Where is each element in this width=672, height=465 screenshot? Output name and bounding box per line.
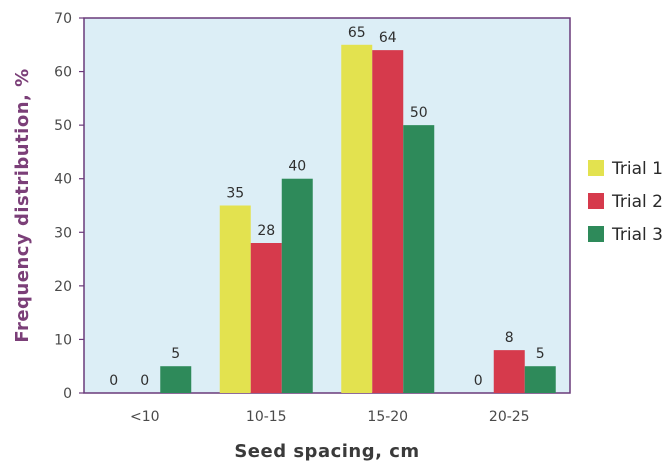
x-tick-label: 20-25 (489, 409, 530, 425)
bar (524, 366, 556, 393)
data-label: 64 (379, 30, 397, 46)
bar (493, 350, 525, 393)
bar (372, 50, 404, 394)
y-tick-label: 30 (54, 225, 72, 241)
data-label: 50 (410, 105, 428, 121)
y-tick-label: 0 (63, 386, 72, 402)
y-tick-label: 40 (54, 172, 72, 188)
legend-label: Trial 3 (611, 225, 663, 245)
data-label: 35 (226, 186, 244, 202)
y-tick-label: 50 (54, 118, 72, 134)
data-label: 40 (288, 159, 306, 175)
data-label: 5 (171, 346, 180, 362)
bar (160, 366, 192, 393)
legend-swatch (588, 160, 604, 176)
data-label: 0 (474, 373, 483, 389)
data-label: 0 (109, 373, 118, 389)
legend-swatch (588, 226, 604, 242)
y-tick-label: 70 (54, 11, 72, 27)
data-label: 65 (348, 25, 366, 41)
plot-area (83, 17, 571, 394)
y-tick-label: 20 (54, 279, 72, 295)
bar (219, 205, 251, 393)
legend-swatch (588, 193, 604, 209)
data-label: 8 (505, 330, 514, 346)
bar (341, 44, 373, 394)
data-label: 28 (257, 223, 275, 239)
x-tick-label: 15-20 (367, 409, 408, 425)
bar (250, 243, 282, 393)
legend-label: Trial 1 (611, 159, 663, 179)
x-axis-title: Seed spacing, cm (234, 441, 419, 462)
bar (403, 125, 435, 394)
y-tick-label: 10 (54, 332, 72, 348)
data-label: 0 (140, 373, 149, 389)
data-label: 5 (536, 346, 545, 362)
legend-label: Trial 2 (611, 192, 663, 212)
x-tick-label: <10 (130, 409, 160, 425)
y-tick-label: 60 (54, 65, 72, 81)
bar (281, 178, 313, 393)
x-tick-label: 10-15 (246, 409, 287, 425)
y-axis-title: Frequency distribution, % (12, 68, 33, 342)
